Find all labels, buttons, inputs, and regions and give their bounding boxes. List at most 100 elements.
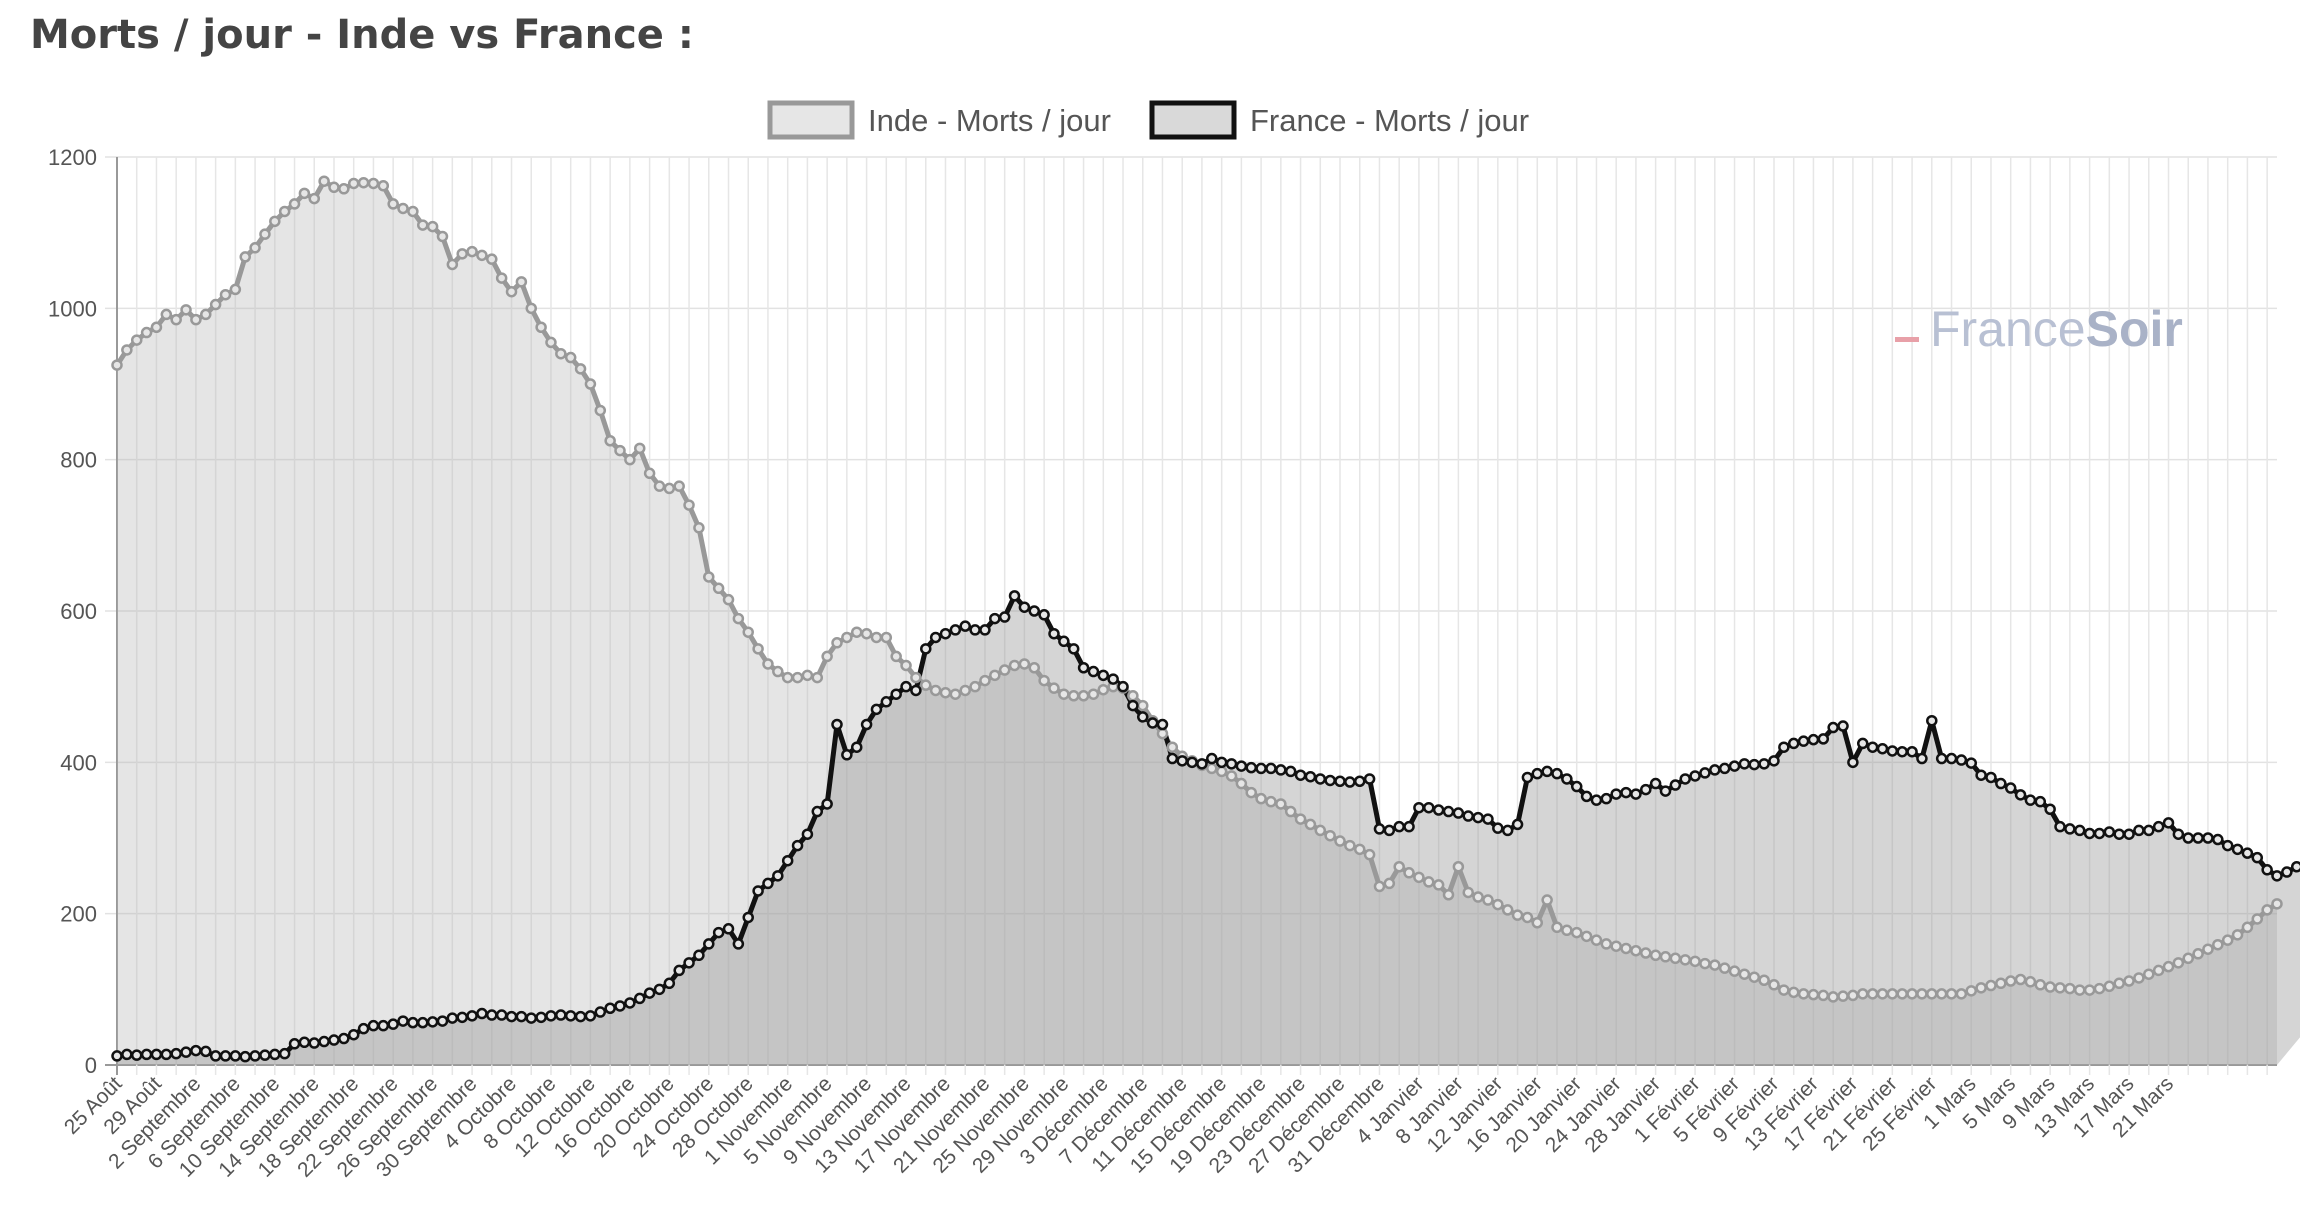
- data-point: [1630, 944, 1642, 957]
- data-point: [1245, 761, 1257, 774]
- data-point: [1551, 921, 1563, 934]
- data-point: [703, 571, 715, 583]
- data-point: [2182, 952, 2194, 965]
- data-point: [140, 326, 153, 339]
- data-point: [525, 1012, 537, 1024]
- data-point: [1561, 924, 1573, 937]
- y-tick-label: 200: [60, 902, 97, 927]
- data-point: [1452, 807, 1465, 819]
- data-point: [2202, 832, 2214, 844]
- data-point: [1393, 861, 1405, 873]
- data-point: [732, 938, 745, 950]
- data-point: [2024, 794, 2037, 806]
- data-point: [693, 949, 705, 962]
- data-point: [278, 1047, 291, 1060]
- data-point: [2034, 795, 2047, 808]
- data-point: [2054, 982, 2066, 994]
- data-point: [1748, 758, 1761, 771]
- data-point: [1649, 949, 1662, 962]
- data-point: [150, 1048, 163, 1061]
- data-point: [130, 1049, 143, 1061]
- data-point: [1087, 665, 1100, 678]
- data-point: [1531, 917, 1544, 929]
- data-point: [722, 593, 735, 606]
- data-point: [1462, 886, 1474, 899]
- data-point: [426, 1016, 439, 1028]
- data-point: [1166, 741, 1179, 753]
- data-point: [1156, 718, 1169, 731]
- data-point: [722, 923, 735, 935]
- data-point: [1945, 752, 1958, 765]
- data-point: [1206, 762, 1218, 775]
- data-point: [791, 839, 804, 852]
- data-point: [1344, 839, 1356, 852]
- data-point: [1284, 805, 1297, 818]
- data-point: [269, 215, 281, 228]
- data-point: [1314, 824, 1327, 837]
- data-point: [495, 1009, 508, 1021]
- data-point: [1768, 979, 1780, 991]
- data-point: [1176, 755, 1188, 767]
- data-point: [673, 964, 685, 977]
- data-point: [2004, 975, 2017, 987]
- data-point: [2241, 847, 2254, 859]
- data-point: [939, 627, 952, 640]
- data-point: [387, 198, 399, 210]
- data-point: [772, 870, 784, 882]
- data-point: [476, 1007, 488, 1020]
- data-point: [1028, 662, 1041, 674]
- data-point: [1837, 720, 1849, 732]
- data-point: [1837, 990, 1849, 1002]
- data-point: [259, 1049, 271, 1061]
- data-point: [397, 202, 409, 215]
- data-point: [821, 798, 833, 810]
- data-point: [2212, 938, 2224, 951]
- data-point: [2231, 843, 2244, 856]
- data-point: [1186, 756, 1198, 769]
- data-point: [2083, 984, 2096, 996]
- data-point: [1067, 690, 1080, 702]
- data-point: [130, 334, 143, 346]
- data-point: [1955, 754, 1968, 766]
- data-point: [1600, 938, 1613, 950]
- data-point: [841, 631, 853, 644]
- data-point: [328, 181, 340, 194]
- data-point: [2202, 943, 2214, 955]
- data-point: [1265, 762, 1277, 775]
- data-point: [1077, 690, 1090, 702]
- data-point: [417, 1016, 429, 1029]
- data-point: [1067, 643, 1080, 655]
- data-point: [1738, 758, 1751, 770]
- data-point: [1501, 904, 1514, 916]
- data-point: [515, 1010, 528, 1023]
- data-point: [1659, 785, 1672, 797]
- data-point: [545, 336, 557, 349]
- data-point: [1718, 962, 1731, 974]
- data-point: [1570, 780, 1583, 793]
- data-point: [2133, 824, 2145, 837]
- data-point: [387, 1018, 399, 1030]
- data-point: [929, 684, 942, 697]
- data-point: [1255, 762, 1267, 775]
- data-point: [989, 612, 1001, 625]
- data-point: [1600, 792, 1613, 805]
- data-point: [505, 285, 518, 298]
- data-point: [1334, 835, 1346, 847]
- data-point: [160, 308, 173, 321]
- data-point: [1778, 984, 1790, 996]
- data-point: [1965, 985, 1977, 997]
- data-point: [298, 1036, 311, 1049]
- y-tick-label: 600: [60, 599, 97, 624]
- data-point: [860, 627, 873, 640]
- data-point: [821, 650, 833, 663]
- data-point: [1087, 688, 1100, 700]
- data-point: [1117, 680, 1129, 693]
- data-point: [1866, 988, 1879, 1000]
- data-point: [772, 665, 784, 678]
- data-point: [574, 1010, 587, 1023]
- data-point: [2261, 904, 2273, 916]
- data-point: [1482, 894, 1494, 906]
- data-point: [2103, 980, 2116, 993]
- data-point: [1630, 788, 1642, 800]
- data-point: [2271, 870, 2283, 882]
